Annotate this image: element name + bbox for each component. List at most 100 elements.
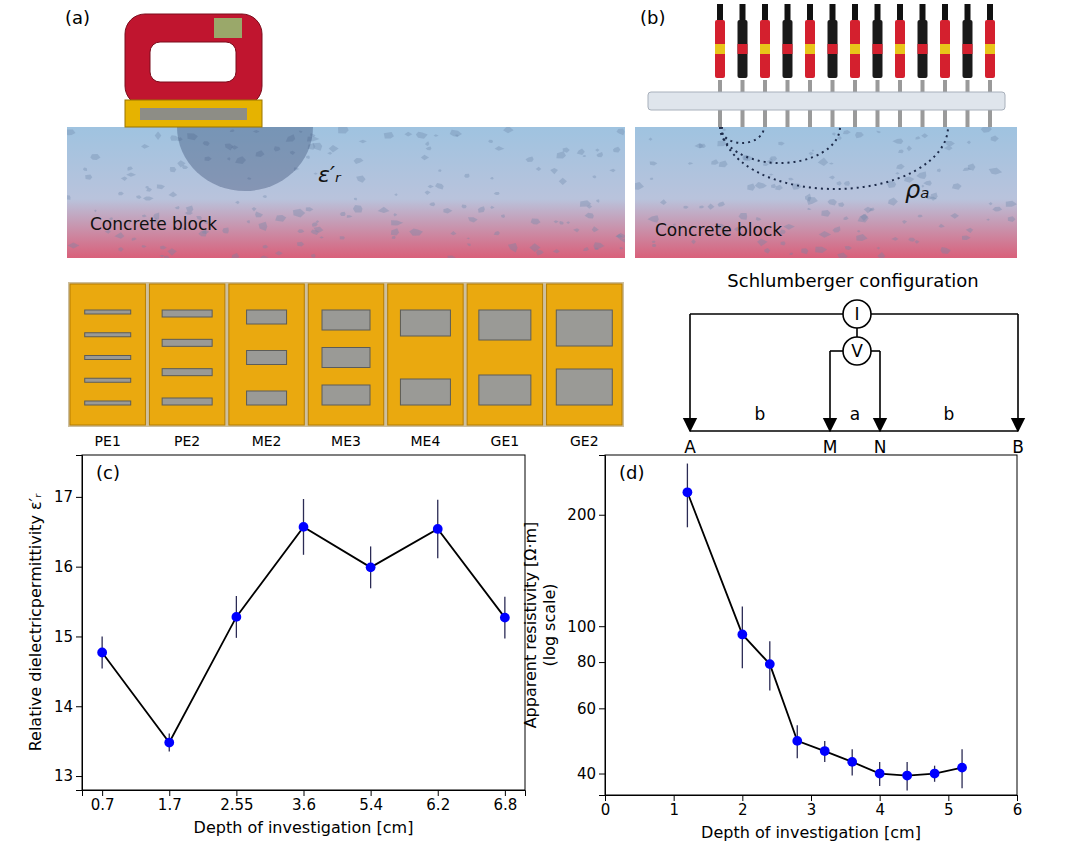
device-plate <box>140 108 247 120</box>
y-tick: 80 <box>577 653 605 671</box>
y-tick-mark <box>76 636 82 637</box>
aggregate-speck <box>577 148 585 154</box>
aggregate-speck <box>169 191 178 197</box>
aggregate-speck <box>438 169 442 172</box>
connector-band <box>895 44 905 54</box>
aggregate-speck <box>583 155 587 157</box>
aggregate-speck <box>160 246 167 250</box>
aggregate-speck <box>186 205 194 212</box>
aggregate-speck <box>843 216 848 220</box>
aggregate-speck <box>550 168 558 174</box>
aggregate-speck <box>455 134 459 136</box>
y-tick: 16 <box>54 558 82 576</box>
aggregate-speck <box>329 145 339 152</box>
aggregate-speck <box>1008 216 1016 222</box>
concrete-block <box>64 125 627 260</box>
electrode-bar <box>648 92 1005 110</box>
aggregate-speck <box>789 252 793 255</box>
aggregate-speck <box>340 212 346 216</box>
panel-label: (d) <box>619 462 644 483</box>
y-tick: 17 <box>54 488 82 506</box>
aggregate-speck <box>986 219 990 221</box>
probe-electrode <box>85 333 131 337</box>
wire <box>689 314 691 431</box>
y-tick: 14 <box>54 698 82 716</box>
meter-label: V <box>851 341 863 361</box>
aggregate-speck <box>529 243 540 252</box>
data-point <box>957 763 967 773</box>
aggregate-speck <box>829 176 835 180</box>
figure: (a)Concrete blockε′ᵣPE1PE2ME2ME3ME4GE1GE… <box>0 0 1075 849</box>
y-tick: 60 <box>577 700 605 718</box>
aggregate-speck <box>443 208 452 214</box>
aggregate-speck <box>508 243 518 252</box>
probe-electrode <box>162 369 212 376</box>
plot-frame <box>82 455 525 790</box>
aggregate-speck <box>175 206 180 209</box>
aggregate-speck <box>450 130 462 137</box>
aggregate-speck <box>556 151 566 158</box>
connector-band <box>783 44 793 54</box>
aggregate-speck <box>293 209 305 218</box>
data-line <box>687 492 962 775</box>
probe-label: ME4 <box>411 433 441 449</box>
probe-electrode <box>479 375 531 405</box>
aggregate-speck <box>416 132 428 139</box>
aggregate-speck <box>755 182 767 189</box>
x-tick-label: 5.4 <box>359 796 383 814</box>
aggregate-speck <box>170 167 177 172</box>
x-tick-label: 4 <box>875 801 885 819</box>
probe-electrode <box>247 351 287 365</box>
aggregate-speck <box>353 205 363 213</box>
connector-band <box>805 44 815 54</box>
electrode-label: A <box>684 437 696 457</box>
aggregate-speck <box>531 218 541 224</box>
y-tick-mark <box>76 706 82 707</box>
aggregate-speck <box>781 241 786 245</box>
aggregate-speck <box>177 160 185 167</box>
aggregate-speck <box>231 253 239 258</box>
aggregate-speck <box>950 213 959 219</box>
aggregate-speck <box>409 228 423 235</box>
aggregate-speck <box>718 202 725 207</box>
x-tick-label: 0.7 <box>91 796 115 814</box>
aggregate-speck <box>222 227 229 233</box>
aggregate-speck <box>619 247 623 249</box>
aggregate-speck <box>263 195 267 198</box>
sensing-volume <box>177 127 313 191</box>
probe-body <box>308 284 383 425</box>
aggregate-speck <box>425 190 431 195</box>
data-point <box>902 771 912 781</box>
aggregate-speck <box>818 157 828 165</box>
aggregate-speck <box>877 252 885 258</box>
connector-cable <box>852 4 858 22</box>
data-point <box>97 648 107 658</box>
connector-band <box>940 44 950 54</box>
x-tick: 2.55 <box>220 790 253 814</box>
field-line <box>720 127 840 163</box>
aggregate-speck <box>778 142 784 146</box>
aggregate-speck <box>838 202 844 207</box>
aggregate-speck <box>858 214 869 223</box>
connector-cable <box>785 4 791 22</box>
aggregate-speck <box>68 242 80 248</box>
aggregate-speck <box>877 247 881 250</box>
configuration-title: Schlumberger configuration <box>727 270 978 291</box>
wire <box>690 313 843 315</box>
circuit <box>690 300 1018 431</box>
x-tick-label: 2 <box>738 801 748 819</box>
aggregate-speck <box>157 184 165 189</box>
aggregate-speck <box>536 167 542 171</box>
meter-label: I <box>854 304 859 324</box>
x-tick-label: 6.2 <box>426 796 450 814</box>
probe-label: GE2 <box>570 433 599 449</box>
probe-label: PE1 <box>95 433 121 449</box>
aggregate-speck <box>650 161 658 165</box>
aggregate-speck <box>783 224 795 230</box>
aggregate-speck <box>127 167 133 171</box>
block-body <box>635 127 1017 258</box>
panel-label: (a) <box>65 7 90 28</box>
data-point <box>164 738 174 748</box>
y-axis-line <box>599 456 606 796</box>
aggregate-speck <box>126 172 136 176</box>
